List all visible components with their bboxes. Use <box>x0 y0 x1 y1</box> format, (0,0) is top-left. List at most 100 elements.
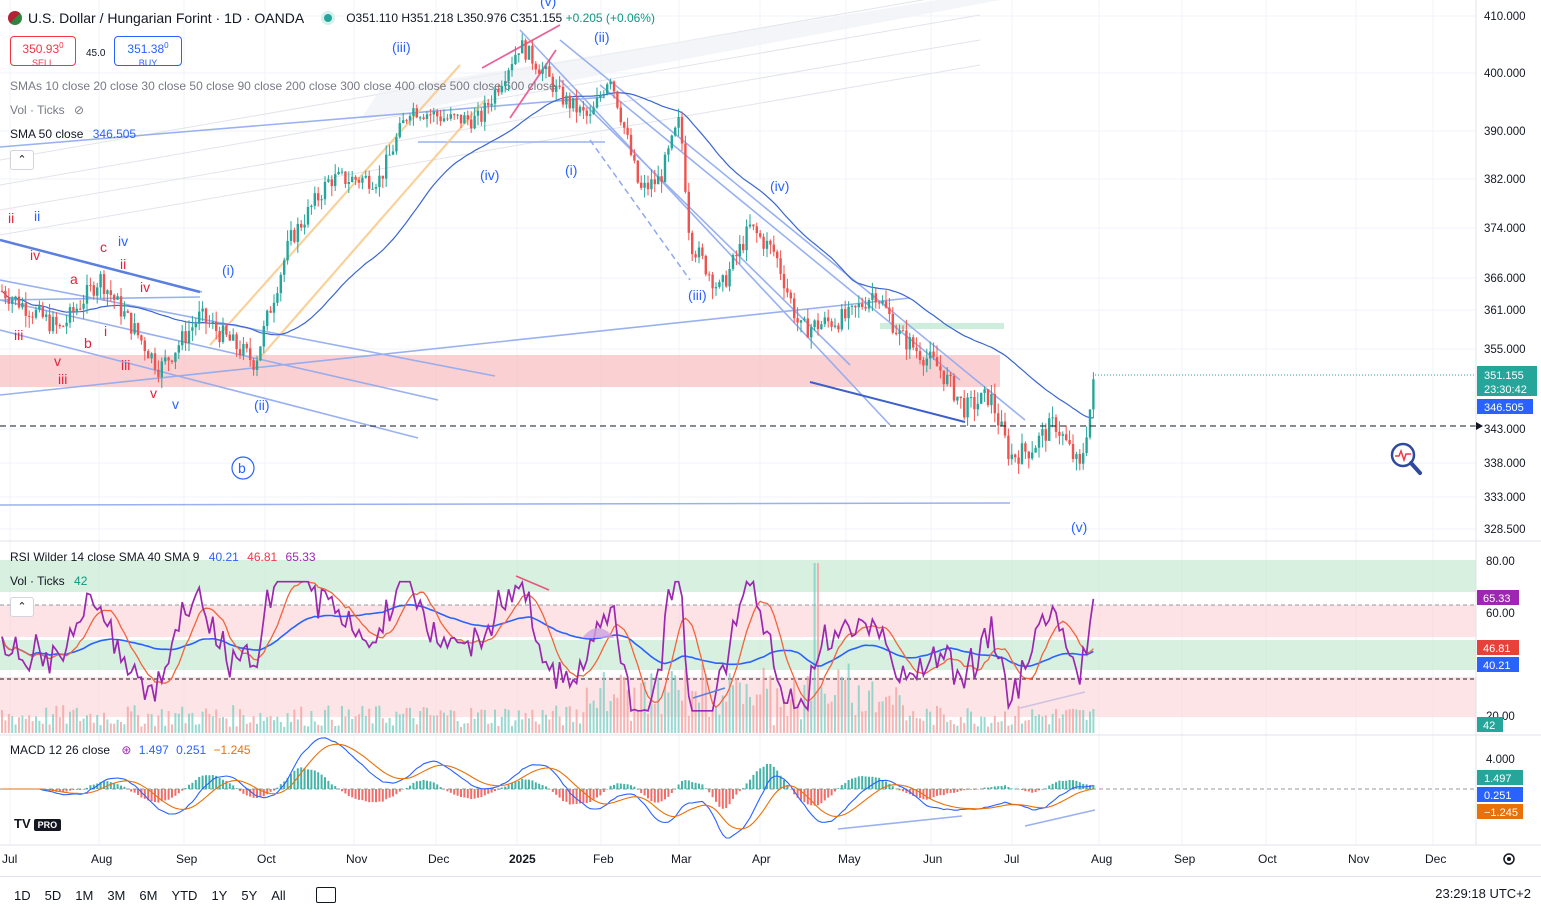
volume-bar <box>215 709 218 733</box>
candle-body <box>218 331 221 343</box>
candle-body <box>249 348 252 361</box>
volume-bar <box>344 716 347 733</box>
macd-hist-bar <box>762 766 765 789</box>
macd-hist-bar <box>109 782 112 789</box>
small-zone <box>880 323 1004 329</box>
macd-line-label: 0.251 <box>1484 790 1512 802</box>
volume-bar <box>728 673 731 733</box>
macd-hist-bar <box>891 786 894 789</box>
sma50-legend[interactable]: SMA 50 close 346.505 <box>10 127 136 141</box>
vol-ticks-legend-2[interactable]: Vol · Ticks 42 <box>10 574 87 588</box>
range-5d[interactable]: 5D <box>44 887 62 903</box>
sell-button[interactable]: 350.930 SELL <box>10 36 76 68</box>
volume-bar <box>4 720 7 733</box>
volume-bar <box>453 710 456 733</box>
candle-body <box>58 324 61 327</box>
price-badges: 351.155 23:30:42 346.505 65.33 46.81 40.… <box>1476 366 1537 819</box>
search-chart-icon <box>1390 442 1422 475</box>
candle-body <box>303 224 306 228</box>
range-ytd[interactable]: YTD <box>171 887 198 903</box>
volume-bar <box>1031 709 1034 733</box>
collapse-rsi-button[interactable]: ⌃ <box>10 597 34 617</box>
macd-hist-bar <box>361 789 364 801</box>
volume-bar <box>174 713 177 733</box>
volume-bar <box>507 709 510 733</box>
buy-button[interactable]: 351.380 BUY <box>114 36 182 68</box>
volume-bar <box>687 715 690 733</box>
macd-hist-bar <box>694 782 697 789</box>
candle-body <box>429 114 432 116</box>
candle-body <box>677 117 680 128</box>
volume-bar <box>75 707 78 733</box>
volume-bar <box>364 715 367 733</box>
volume-bar <box>783 699 785 733</box>
time-axis: Jul Aug Sep Oct Nov Dec 2025 Feb Mar Apr May Jun Jul… <box>2 852 1446 866</box>
collapse-legend-button[interactable]: ⌃ <box>10 150 34 170</box>
macd-settings-icon[interactable]: ⊛ <box>121 743 132 757</box>
macd-hist-bar <box>993 786 996 789</box>
candle-body <box>905 330 908 350</box>
volume-bar <box>381 718 384 733</box>
macd-hist-bar <box>1021 789 1023 790</box>
wave-label: (iii) <box>688 287 707 303</box>
candle-body <box>184 331 187 344</box>
volume-bar <box>752 705 755 733</box>
volume-bar <box>354 716 357 733</box>
candle-body <box>592 107 595 115</box>
candle-body <box>470 119 473 129</box>
candle-body <box>24 303 27 316</box>
candle-body <box>371 188 374 190</box>
macd-hist-bar <box>1072 780 1074 789</box>
clock[interactable]: 23:29:18 UTC+2 <box>1435 886 1531 901</box>
volume-bar <box>987 726 989 733</box>
macd-hist-bar <box>239 789 241 792</box>
rsi-legend[interactable]: RSI Wilder 14 close SMA 40 SMA 9 40.21 4… <box>10 550 316 564</box>
range-all[interactable]: All <box>271 887 286 903</box>
wave-label: c <box>100 239 107 255</box>
macd-hist-bar <box>371 789 374 803</box>
macd-tick-label: 4.000 <box>1486 754 1515 766</box>
candle-body <box>742 243 745 251</box>
volume-bar <box>997 722 1000 733</box>
chart-canvas[interactable]: 410.000 400.000 390.000 382.000 374.000 366.0… <box>0 0 1541 876</box>
range-5y[interactable]: 5Y <box>241 887 258 903</box>
candle-body <box>582 106 585 111</box>
candle-body <box>402 120 405 124</box>
macd-hist-bar <box>194 780 197 789</box>
time-tick-label: Jul <box>2 852 17 866</box>
macd-legend[interactable]: MACD 12 26 close ⊛ 1.497 0.251 −1.245 <box>10 743 251 757</box>
volume-bar <box>636 709 639 733</box>
volume-bar <box>864 710 867 733</box>
candle-body <box>436 111 439 117</box>
candle-body <box>364 175 367 178</box>
range-1m[interactable]: 1M <box>75 887 94 903</box>
last-price-label: 351.155 <box>1484 370 1524 382</box>
symbol-header[interactable]: U.S. Dollar / Hungarian Forint · 1D · OA… <box>8 10 655 26</box>
range-1y[interactable]: 1Y <box>211 887 228 903</box>
macd-hist-bar <box>796 789 799 798</box>
candle-body <box>524 40 527 60</box>
range-6m[interactable]: 6M <box>139 887 158 903</box>
volume-bar <box>157 715 160 733</box>
time-tick-label: Dec <box>1425 852 1446 866</box>
rsi-v3: 65.33 <box>285 550 316 564</box>
macd-hist-bar <box>674 789 677 790</box>
volume-bar <box>953 724 955 733</box>
volume-bar <box>439 710 442 733</box>
range-1d[interactable]: 1D <box>14 887 31 903</box>
calendar-icon[interactable] <box>315 887 336 903</box>
symbol-title[interactable]: U.S. Dollar / Hungarian Forint · 1D · OA… <box>28 10 305 26</box>
macd-hist-bar <box>800 789 802 801</box>
candle-body <box>334 174 337 187</box>
volume-bar <box>1017 705 1020 733</box>
volume-bar <box>582 712 585 733</box>
range-3m[interactable]: 3M <box>107 887 126 903</box>
hidden-eye-icon[interactable]: ⊘ <box>74 103 85 117</box>
smas-legend[interactable]: SMAs 10 close 20 close 30 close 50 close… <box>10 79 556 93</box>
candle-body <box>28 315 31 317</box>
volume-bar <box>194 724 197 733</box>
candle-body <box>1020 443 1024 464</box>
macd-histogram <box>1 763 1095 809</box>
macd-hist-bar <box>1038 789 1040 791</box>
vol-ticks-legend[interactable]: Vol · Ticks ⊘ <box>10 103 84 117</box>
